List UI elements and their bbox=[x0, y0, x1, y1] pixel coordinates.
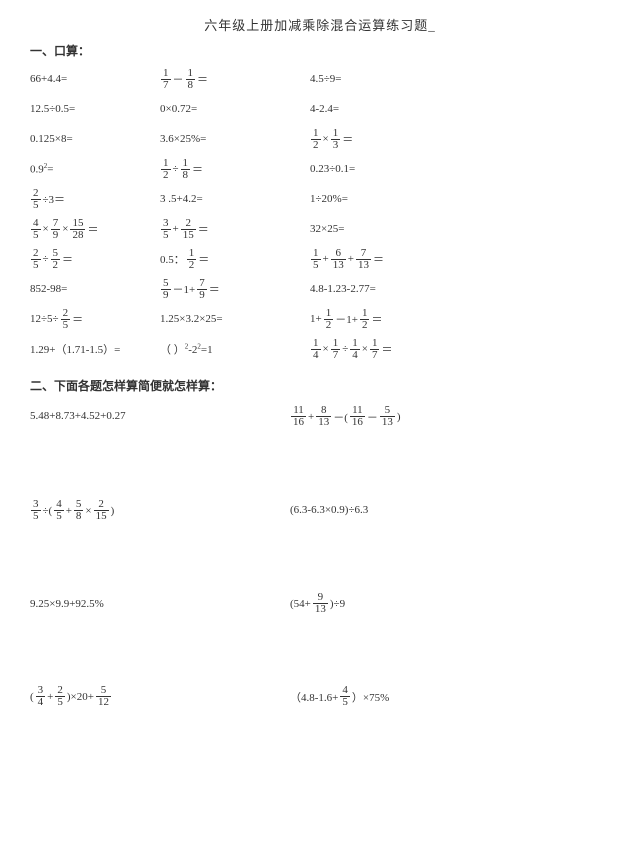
problem: 12×13＝ bbox=[310, 128, 353, 151]
problem-row: 1.29+（1.71-1.5）= （ ）2-22=1 14×17÷14×17＝ bbox=[30, 335, 610, 363]
problem: 1116+813－(1116－513) bbox=[290, 405, 401, 428]
problem: 9.25×9.9+92.5% bbox=[30, 598, 104, 610]
problem: 12÷18＝ bbox=[160, 158, 203, 181]
problem: 1÷20%= bbox=[310, 193, 348, 205]
problem: 12.5÷0.5= bbox=[30, 103, 75, 115]
problem: 4.8-1.23-2.77= bbox=[310, 283, 376, 295]
problem: 35+215＝ bbox=[160, 218, 209, 241]
problem-row: 35÷(45+58×215) (6.3-6.3×0.9)÷6.3 bbox=[30, 498, 610, 522]
problem: （4.8-1.6+45）×75% bbox=[290, 685, 389, 708]
problem: 4.5÷9= bbox=[310, 73, 342, 85]
problem-row: 9.25×9.9+92.5% (54+913)÷9 bbox=[30, 592, 610, 615]
problem: 1.29+（1.71-1.5）= bbox=[30, 341, 120, 357]
problem: 12÷5÷25＝ bbox=[30, 308, 83, 331]
problem: 66+4.4= bbox=[30, 73, 67, 85]
problem: 1.25×3.2×25= bbox=[160, 313, 223, 325]
problem-row: (34+25)×20+512 （4.8-1.6+45）×75% bbox=[30, 685, 610, 708]
problem-row: 0.92= 12÷18＝ 0.23÷0.1= bbox=[30, 155, 610, 183]
problem: 0×0.72= bbox=[160, 103, 197, 115]
problem: 45×79×1528＝ bbox=[30, 218, 98, 241]
problem: 0.125×8= bbox=[30, 133, 73, 145]
problem: (54+913)÷9 bbox=[290, 592, 345, 615]
section-2-heading: 二、下面各题怎样算简便就怎样算： bbox=[30, 377, 610, 394]
problem: 3 .5+4.2= bbox=[160, 193, 203, 205]
problem: 3.6×25%= bbox=[160, 133, 206, 145]
problem: 5.48+8.73+4.52+0.27 bbox=[30, 410, 126, 422]
problem: 4-2.4= bbox=[310, 103, 339, 115]
problem: 0.92= bbox=[30, 162, 53, 176]
problem: 0.23÷0.1= bbox=[310, 163, 355, 175]
problem: 1+12－1+12＝ bbox=[310, 308, 382, 331]
problem: (6.3-6.3×0.9)÷6.3 bbox=[290, 504, 368, 516]
problem: 35÷(45+58×215) bbox=[30, 499, 114, 522]
problem-row: 12.5÷0.5= 0×0.72= 4-2.4= bbox=[30, 95, 610, 123]
problem: 15+613+713＝ bbox=[310, 248, 384, 271]
problem-row: 5.48+8.73+4.52+0.27 1116+813－(1116－513) bbox=[30, 404, 610, 428]
section-1-heading: 一、口算： bbox=[30, 42, 610, 59]
problem-row: 12÷5÷25＝ 1.25×3.2×25= 1+12－1+12＝ bbox=[30, 305, 610, 333]
problem-row: 0.125×8= 3.6×25%= 12×13＝ bbox=[30, 125, 610, 153]
problem-row: 25÷52＝ 0.5：12＝ 15+613+713＝ bbox=[30, 245, 610, 273]
problem-row: 66+4.4= 17－18＝ 4.5÷9= bbox=[30, 65, 610, 93]
problem: 14×17÷14×17＝ bbox=[310, 338, 392, 361]
problem: 25÷3＝ bbox=[30, 188, 65, 211]
problem: 0.5：12＝ bbox=[160, 248, 209, 271]
problem: 25÷52＝ bbox=[30, 248, 73, 271]
page-title: 六年级上册加减乘除混合运算练习题_ bbox=[30, 15, 610, 34]
problem: 59－1+79＝ bbox=[160, 278, 220, 301]
problem: (34+25)×20+512 bbox=[30, 685, 112, 708]
problem-row: 45×79×1528＝ 35+215＝ 32×25= bbox=[30, 215, 610, 243]
problem-row: 25÷3＝ 3 .5+4.2= 1÷20%= bbox=[30, 185, 610, 213]
problem: 32×25= bbox=[310, 223, 344, 235]
problem-row: 852-98= 59－1+79＝ 4.8-1.23-2.77= bbox=[30, 275, 610, 303]
problem: 852-98= bbox=[30, 283, 67, 295]
problem: （ ）2-22=1 bbox=[160, 341, 213, 357]
problem: 17－18＝ bbox=[160, 68, 208, 91]
